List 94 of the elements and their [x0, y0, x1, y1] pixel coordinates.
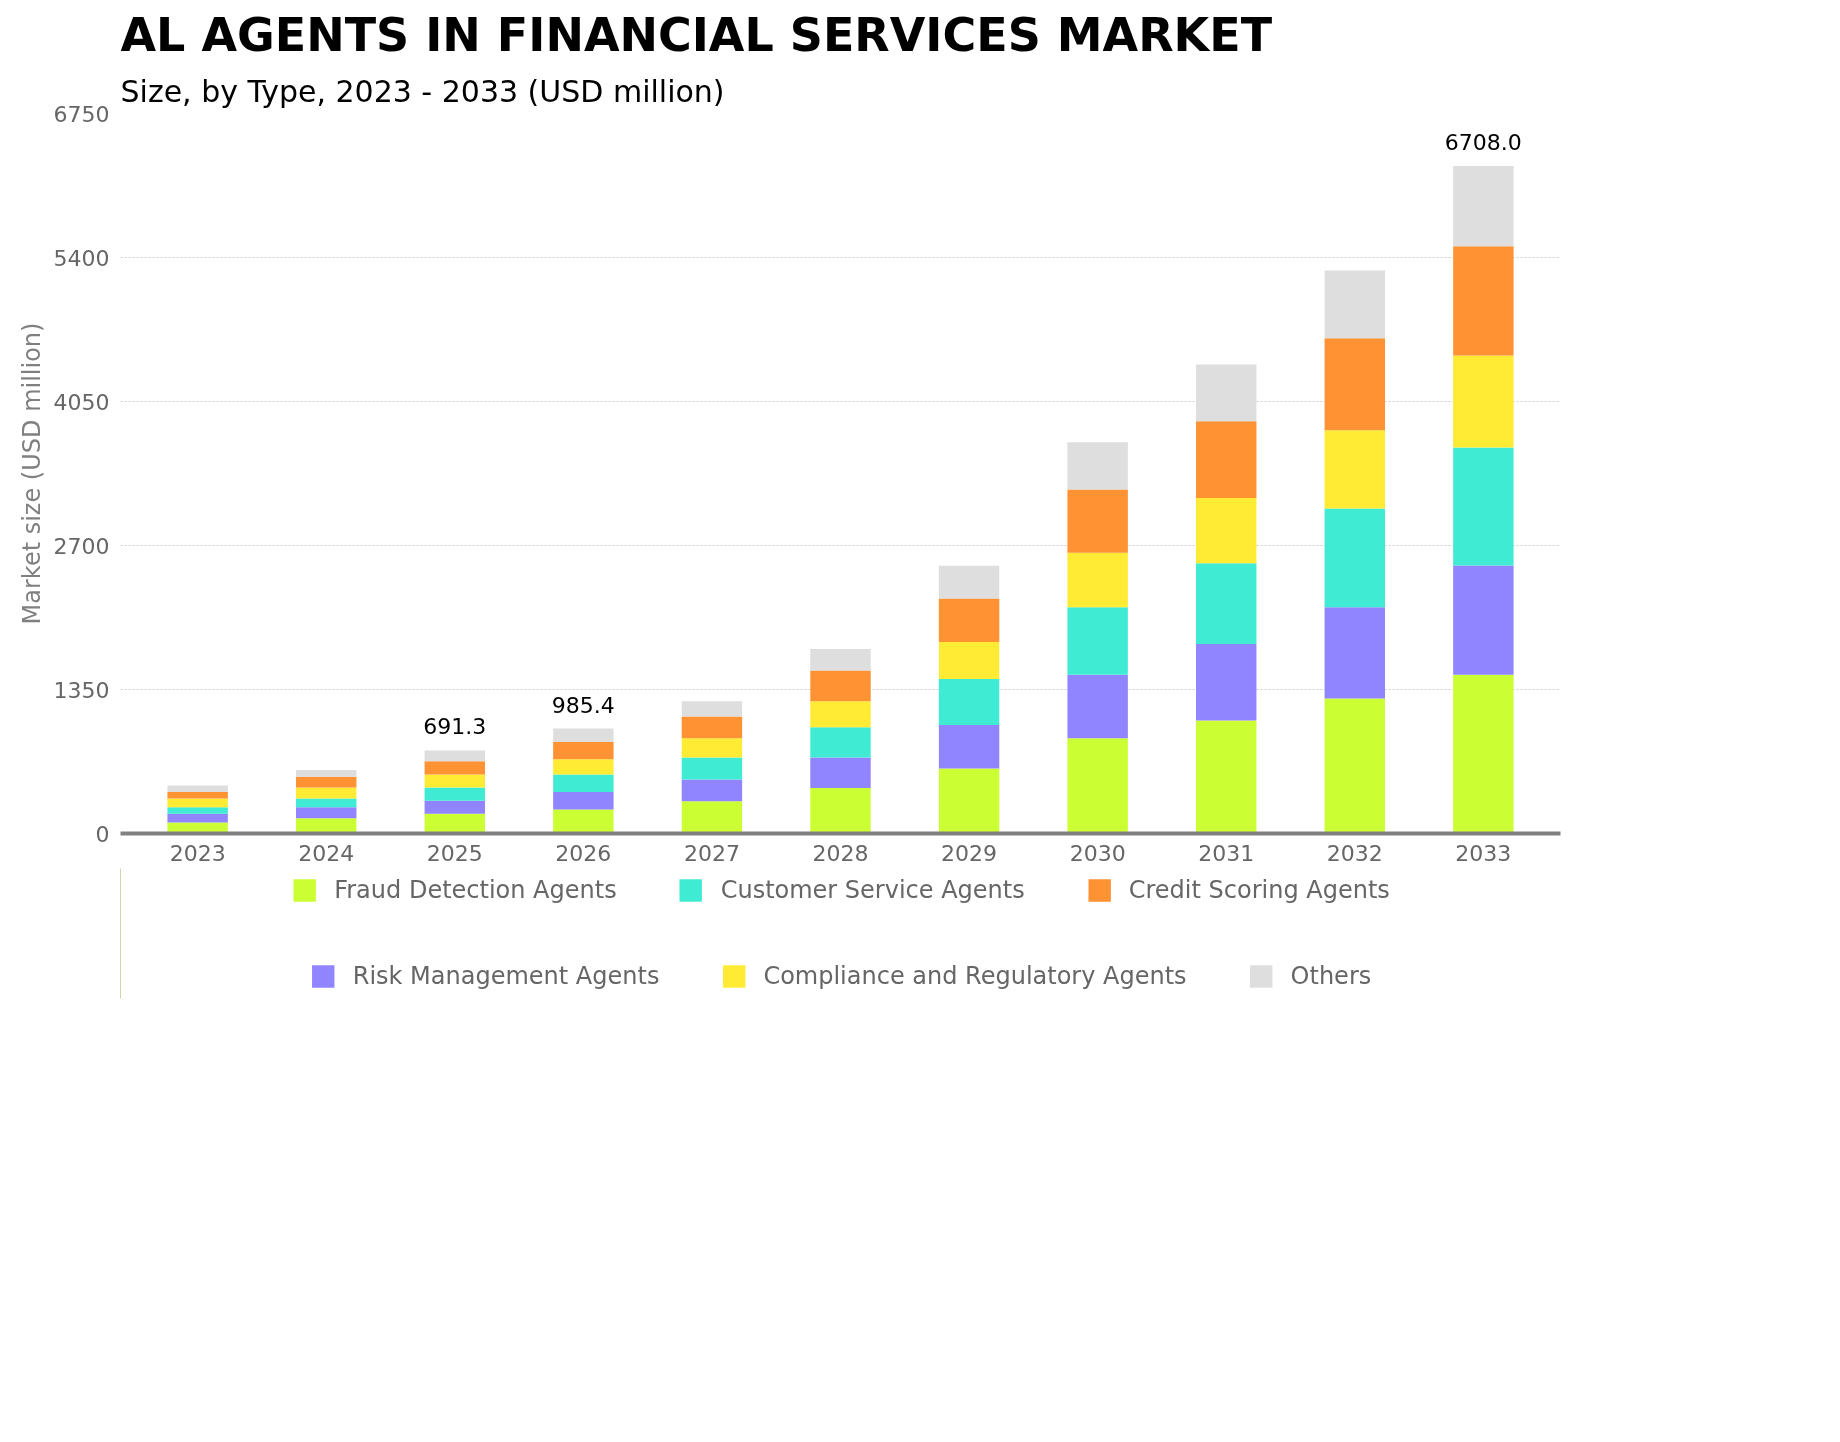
- bar: [1067, 489, 1128, 553]
- x-tick-label: 2029: [941, 840, 998, 866]
- y-tick-label: 4050: [53, 389, 110, 415]
- bar: [296, 770, 357, 777]
- chart-subtitle: Size, by Type, 2023 - 2033 (USD million): [120, 73, 725, 109]
- bar: [1324, 430, 1385, 509]
- bar: [424, 800, 485, 814]
- legend-label: Risk Management Agents: [352, 962, 660, 990]
- y-tick-label: 6750: [53, 101, 110, 127]
- legend-label: Customer Service Agents: [720, 876, 1025, 904]
- bar: [1196, 497, 1257, 564]
- x-tick-label: 2030: [1069, 840, 1126, 866]
- bar: [1067, 552, 1128, 608]
- bar: [681, 716, 743, 739]
- annotation: 6708.0: [1444, 129, 1522, 155]
- bar: [296, 776, 357, 788]
- bar: [810, 701, 871, 728]
- bar: [1067, 738, 1128, 834]
- bar: [1324, 338, 1385, 431]
- chart-title: AL AGENTS IN FINANCIAL SERVICES MARKET: [120, 7, 1273, 62]
- x-tick-label: 2025: [426, 840, 483, 866]
- x-tick-label: 2033: [1455, 840, 1512, 866]
- bar: [1324, 508, 1385, 608]
- y-axis-title: Market size (USD million): [17, 322, 46, 625]
- bar: [938, 768, 1000, 834]
- bar: [938, 724, 1000, 769]
- bar: [553, 728, 614, 742]
- y-tick-label: 5400: [53, 245, 110, 271]
- bar: [1453, 355, 1514, 448]
- bar: [1324, 607, 1385, 699]
- bar: [1453, 674, 1514, 834]
- bar: [1453, 565, 1514, 675]
- bar: [1196, 563, 1257, 644]
- bar: [938, 565, 1000, 599]
- x-tick-label: 2028: [812, 840, 869, 866]
- bar: [810, 787, 871, 834]
- bar: [1453, 447, 1514, 566]
- bar: [1067, 442, 1128, 490]
- annotation: 691.3: [423, 714, 487, 740]
- bar: [681, 801, 743, 834]
- x-tick-label: 2031: [1198, 840, 1255, 866]
- bar: [810, 727, 871, 758]
- bar: [1067, 607, 1128, 675]
- bar: [938, 678, 1000, 725]
- x-tick-label: 2023: [169, 840, 226, 866]
- bar: [296, 818, 357, 834]
- bar: [424, 750, 485, 762]
- bar: [424, 761, 485, 775]
- y-tick-label: 1350: [53, 677, 110, 703]
- bar: [1324, 270, 1385, 339]
- legend-label: Fraud Detection Agents: [334, 876, 617, 904]
- bar: [1196, 421, 1257, 498]
- bar: [681, 779, 743, 802]
- bar: [681, 738, 743, 758]
- bar: [938, 642, 1000, 679]
- legend-label: Others: [1290, 962, 1372, 990]
- bar: [810, 670, 871, 702]
- bar: [681, 757, 743, 780]
- bar: [553, 791, 614, 810]
- bar: [1324, 698, 1385, 834]
- y-tick-label: 0: [95, 821, 110, 847]
- bar: [424, 774, 485, 788]
- bar: [1453, 246, 1514, 356]
- bar: [296, 787, 357, 799]
- bar: [167, 791, 228, 799]
- bar: [167, 798, 228, 808]
- bar: [1067, 674, 1128, 739]
- bar: [553, 741, 614, 760]
- legend-label: Compliance and Regulatory Agents: [763, 962, 1187, 990]
- bar: [553, 774, 614, 792]
- bar: [1196, 720, 1257, 834]
- bar: [296, 807, 357, 819]
- bar: [167, 785, 228, 792]
- y-tick-label: 2700: [53, 533, 110, 559]
- bar: [1196, 364, 1257, 422]
- bar: [810, 648, 871, 671]
- bar: [167, 807, 228, 814]
- bar: [1453, 165, 1514, 247]
- x-tick-label: 2027: [683, 840, 740, 866]
- bar: [167, 813, 228, 823]
- bar: [810, 757, 871, 788]
- x-tick-label: 2032: [1326, 840, 1383, 866]
- bar: [296, 798, 357, 808]
- bar: [424, 813, 485, 834]
- legend-label: Credit Scoring Agents: [1128, 876, 1390, 904]
- x-tick-label: 2026: [555, 840, 612, 866]
- bar: [553, 809, 614, 834]
- annotation: 985.4: [551, 692, 615, 718]
- bar: [1196, 643, 1257, 721]
- bar: [424, 787, 485, 801]
- x-tick-label: 2024: [298, 840, 355, 866]
- bar: [681, 701, 743, 717]
- bar: [938, 598, 1000, 643]
- bar: [553, 759, 614, 775]
